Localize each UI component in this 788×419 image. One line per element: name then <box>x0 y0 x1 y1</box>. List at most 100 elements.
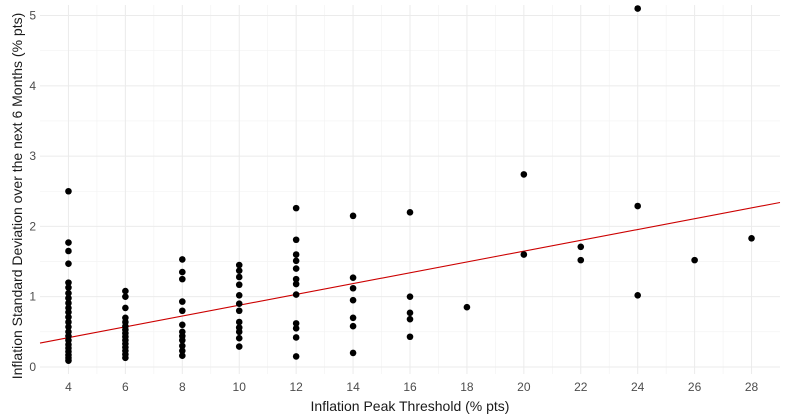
data-point <box>292 257 300 265</box>
data-point <box>65 247 72 255</box>
y-tick-label: 0 <box>29 360 36 374</box>
data-point <box>65 289 72 297</box>
data-point <box>179 298 186 305</box>
data-point <box>235 300 243 308</box>
data-point <box>179 347 186 355</box>
data-point <box>179 275 186 283</box>
data-point <box>235 267 243 274</box>
data-point <box>634 291 641 299</box>
data-point <box>122 293 129 300</box>
data-point <box>691 256 698 264</box>
data-point <box>520 171 528 178</box>
data-point <box>65 308 72 316</box>
data-point <box>122 354 129 362</box>
data-point <box>406 209 414 216</box>
data-point <box>65 239 72 246</box>
data-point <box>65 323 72 331</box>
data-point <box>292 280 300 288</box>
y-tick-label: 1 <box>29 290 36 304</box>
data-point <box>577 243 585 251</box>
data-point <box>65 299 72 307</box>
x-axis-title: Inflation Peak Threshold (% pts) <box>311 398 510 414</box>
data-point <box>349 314 357 322</box>
x-tick-label: 8 <box>179 380 186 394</box>
data-point <box>349 296 357 304</box>
data-point <box>634 202 641 210</box>
y-tick-label: 4 <box>29 79 36 93</box>
data-point <box>65 284 72 291</box>
data-point <box>349 349 357 357</box>
data-point <box>406 309 414 317</box>
data-point <box>292 334 300 341</box>
x-tick-label: 22 <box>574 380 588 394</box>
y-tick-label: 5 <box>29 9 36 23</box>
data-point <box>349 284 357 292</box>
x-tick-label: 16 <box>403 380 417 394</box>
y-tick-label: 2 <box>29 219 36 233</box>
x-tick-label: 18 <box>460 380 474 394</box>
data-point <box>65 187 72 195</box>
x-tick-label: 24 <box>631 380 645 394</box>
data-point <box>122 304 129 312</box>
data-point <box>179 256 186 263</box>
x-tick-label: 4 <box>65 380 72 394</box>
data-point <box>179 352 186 360</box>
data-point <box>748 235 755 242</box>
data-point <box>292 251 300 258</box>
data-point <box>235 281 243 289</box>
data-point <box>65 313 72 321</box>
y-axis-title: Inflation Standard Deviation over the ne… <box>9 13 25 380</box>
trend-line <box>39 201 781 344</box>
data-point <box>349 274 357 282</box>
data-point <box>292 291 300 298</box>
data-point <box>406 293 414 300</box>
data-point <box>349 212 357 220</box>
data-point <box>292 275 300 283</box>
data-point <box>65 279 72 286</box>
data-point <box>179 307 186 315</box>
data-point <box>65 357 72 364</box>
data-point <box>179 342 186 350</box>
data-point <box>235 318 243 326</box>
data-point <box>292 320 300 327</box>
data-point <box>235 261 243 269</box>
y-axis-tick-labels: 0 1 2 3 4 5 <box>29 9 36 374</box>
data-point <box>65 318 72 326</box>
data-point <box>235 343 243 350</box>
x-tick-label: 28 <box>745 380 759 394</box>
x-tick-label: 26 <box>688 380 702 394</box>
data-point <box>235 307 243 315</box>
x-tick-label: 10 <box>233 380 247 394</box>
x-tick-label: 20 <box>517 380 531 394</box>
data-point <box>292 265 300 272</box>
data-point <box>179 268 186 276</box>
data-point <box>349 322 357 330</box>
data-point <box>406 315 414 323</box>
data-point <box>235 273 243 281</box>
data-point <box>235 328 243 336</box>
data-point <box>520 251 528 258</box>
data-point <box>122 287 129 295</box>
data-point <box>463 303 471 311</box>
data-point <box>235 334 243 342</box>
x-axis-tick-labels: 4 6 8 10 12 14 16 18 20 22 24 26 28 <box>65 380 758 394</box>
data-point <box>406 333 414 341</box>
y-tick-label: 3 <box>29 149 36 163</box>
data-point <box>292 236 300 244</box>
data-point <box>292 204 300 212</box>
data-points <box>65 5 755 364</box>
data-point <box>179 336 186 344</box>
x-tick-label: 14 <box>346 380 360 394</box>
data-point <box>235 291 243 299</box>
data-point <box>65 294 72 302</box>
data-point <box>65 260 72 267</box>
data-point <box>577 256 585 264</box>
data-point <box>179 321 186 329</box>
x-tick-label: 12 <box>289 380 303 394</box>
data-point <box>292 325 300 332</box>
data-point <box>292 353 300 360</box>
x-tick-label: 6 <box>122 380 129 394</box>
trend-line-group <box>39 201 781 344</box>
